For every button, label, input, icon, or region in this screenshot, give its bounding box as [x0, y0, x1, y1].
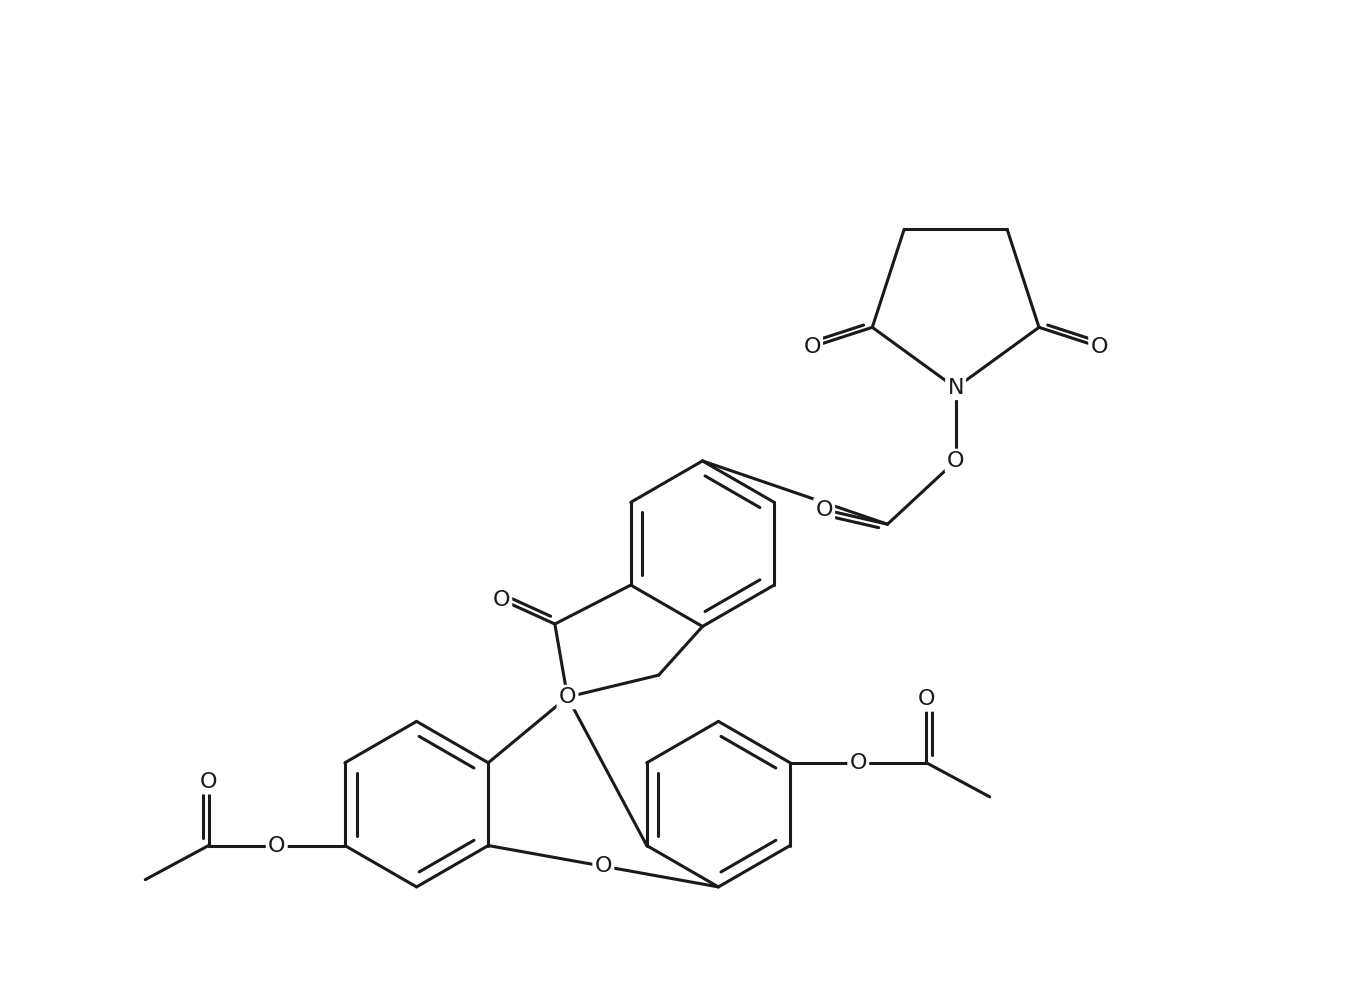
- Text: O: O: [199, 772, 217, 792]
- Text: O: O: [947, 450, 964, 471]
- Text: O: O: [493, 590, 510, 610]
- Text: N: N: [948, 378, 964, 398]
- Text: O: O: [803, 337, 821, 356]
- Text: O: O: [816, 500, 833, 520]
- Text: O: O: [594, 856, 612, 876]
- Text: O: O: [1090, 337, 1108, 356]
- Text: O: O: [268, 836, 285, 855]
- Text: O: O: [850, 752, 867, 773]
- Text: O: O: [918, 689, 936, 710]
- Text: O: O: [559, 687, 576, 707]
